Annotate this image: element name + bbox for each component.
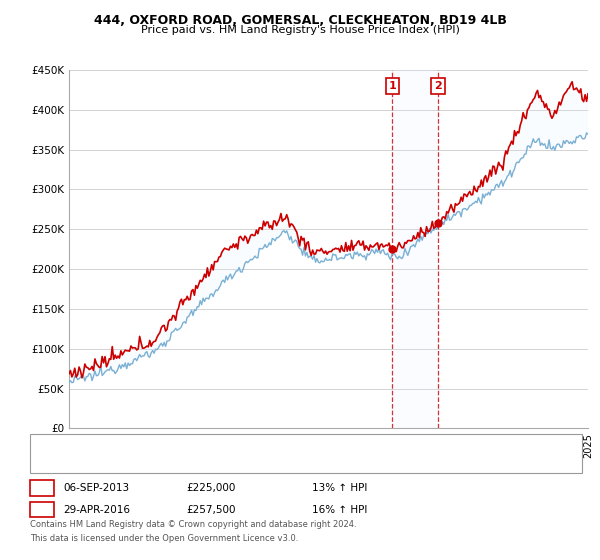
Text: —: —: [42, 458, 58, 472]
Bar: [392, 70, 438, 428]
Text: HPI: Average price, detached house, Kirklees: HPI: Average price, detached house, Kirk…: [69, 460, 289, 470]
Text: —: —: [42, 438, 58, 452]
Text: 06-SEP-2013: 06-SEP-2013: [63, 483, 129, 493]
Text: 2: 2: [38, 505, 46, 515]
Text: 2: 2: [434, 81, 442, 91]
Text: 1: 1: [38, 483, 46, 493]
Text: Price paid vs. HM Land Registry's House Price Index (HPI): Price paid vs. HM Land Registry's House …: [140, 25, 460, 35]
Text: 13% ↑ HPI: 13% ↑ HPI: [312, 483, 367, 493]
Text: £225,000: £225,000: [186, 483, 235, 493]
Text: Contains HM Land Registry data © Crown copyright and database right 2024.: Contains HM Land Registry data © Crown c…: [30, 520, 356, 529]
Text: £257,500: £257,500: [186, 505, 235, 515]
Text: 29-APR-2016: 29-APR-2016: [63, 505, 130, 515]
Text: 444, OXFORD ROAD, GOMERSAL, CLECKHEATON, BD19 4LB: 444, OXFORD ROAD, GOMERSAL, CLECKHEATON,…: [94, 14, 506, 27]
Text: 1: 1: [388, 81, 396, 91]
Text: 444, OXFORD ROAD, GOMERSAL, CLECKHEATON, BD19 4LB (detached house): 444, OXFORD ROAD, GOMERSAL, CLECKHEATON,…: [69, 440, 449, 450]
Text: 16% ↑ HPI: 16% ↑ HPI: [312, 505, 367, 515]
Text: This data is licensed under the Open Government Licence v3.0.: This data is licensed under the Open Gov…: [30, 534, 298, 543]
